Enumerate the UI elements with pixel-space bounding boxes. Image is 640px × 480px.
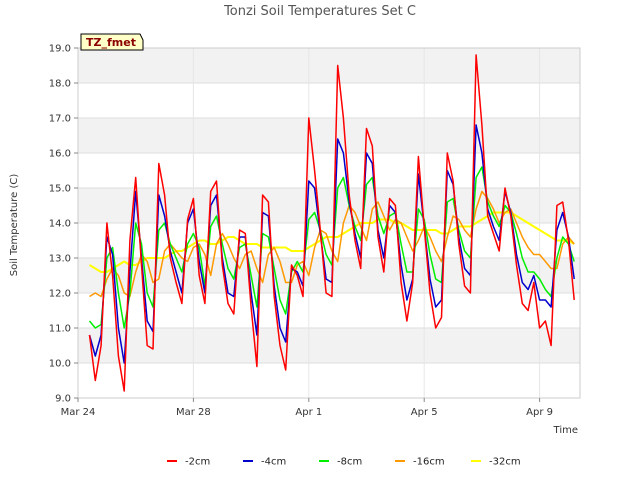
y-tick-label: 15.0 xyxy=(49,184,71,195)
y-tick-label: 9.0 xyxy=(55,394,71,405)
y-tick-label: 13.0 xyxy=(49,254,71,265)
y-tick-label: 18.0 xyxy=(49,79,71,90)
x-tick-label: Mar 28 xyxy=(176,407,211,418)
y-tick-label: 19.0 xyxy=(49,44,71,55)
background-bands xyxy=(78,48,580,363)
x-tick-label: Mar 24 xyxy=(61,407,96,418)
series-line-2cmcm xyxy=(88,54,575,392)
y-tick-label: 12.0 xyxy=(49,289,71,300)
band xyxy=(78,328,580,363)
legend-label: -2cm xyxy=(185,457,210,468)
y-axis-ticks: 9.0 10.0 11.0 12.0 13.0 14.0 15.0 16.0 17.0 18.0 1… xyxy=(49,44,78,405)
legend-label: -4cm xyxy=(261,457,286,468)
legend-label: -16cm xyxy=(413,457,445,468)
site-badge-label: TZ_fmet xyxy=(86,36,136,49)
x-axis-ticks: Mar 24 Mar 28 Apr 1 Apr 5 Apr 9 xyxy=(61,398,553,418)
y-axis-label: Soil Temperature (C) xyxy=(9,174,20,277)
y-tick-label: 10.0 xyxy=(49,359,71,370)
x-axis-label: Time xyxy=(553,425,578,436)
x-tick-label: Apr 9 xyxy=(526,407,553,418)
band xyxy=(78,258,580,293)
y-tick-label: 14.0 xyxy=(49,219,71,230)
y-tick-label: 16.0 xyxy=(49,149,71,160)
x-tick-label: Apr 5 xyxy=(411,407,438,418)
y-tick-label: 11.0 xyxy=(49,324,71,335)
chart-title: Tonzi Soil Temperatures Set C xyxy=(223,4,416,19)
site-badge: TZ_fmet xyxy=(80,33,144,51)
legend-label: -32cm xyxy=(489,457,521,468)
series-line-4cmcm xyxy=(88,124,575,364)
x-tick-label: Apr 1 xyxy=(295,407,322,418)
legend: -2cm -4cm -8cm -16cm -32cm xyxy=(167,457,521,468)
y-tick-label: 17.0 xyxy=(49,114,71,125)
legend-label: -8cm xyxy=(337,457,362,468)
band xyxy=(78,48,580,83)
series-lines xyxy=(88,54,575,392)
band xyxy=(78,118,580,153)
